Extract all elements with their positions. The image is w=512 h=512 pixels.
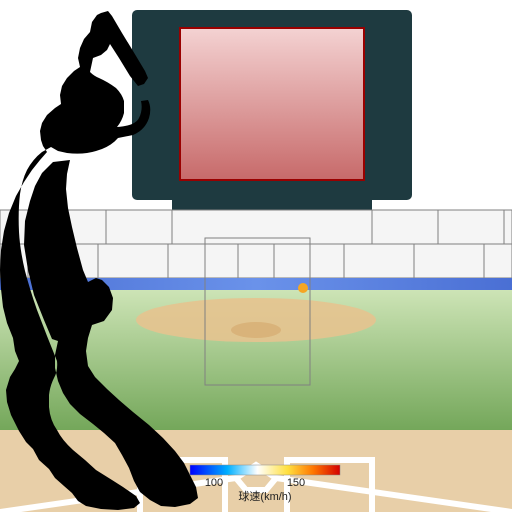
pitch-marker: [298, 283, 308, 293]
pitch-markers: [298, 283, 308, 293]
legend-tick: 150: [287, 477, 305, 489]
scoreboard: [132, 10, 412, 240]
chart-svg: 100 150球速(km/h): [0, 0, 512, 512]
legend-axis-label: 球速(km/h): [238, 489, 291, 503]
legend-colorbar: [190, 465, 340, 475]
legend-tick: 100: [205, 477, 223, 489]
pitch-location-chart: 100 150球速(km/h): [0, 0, 512, 512]
